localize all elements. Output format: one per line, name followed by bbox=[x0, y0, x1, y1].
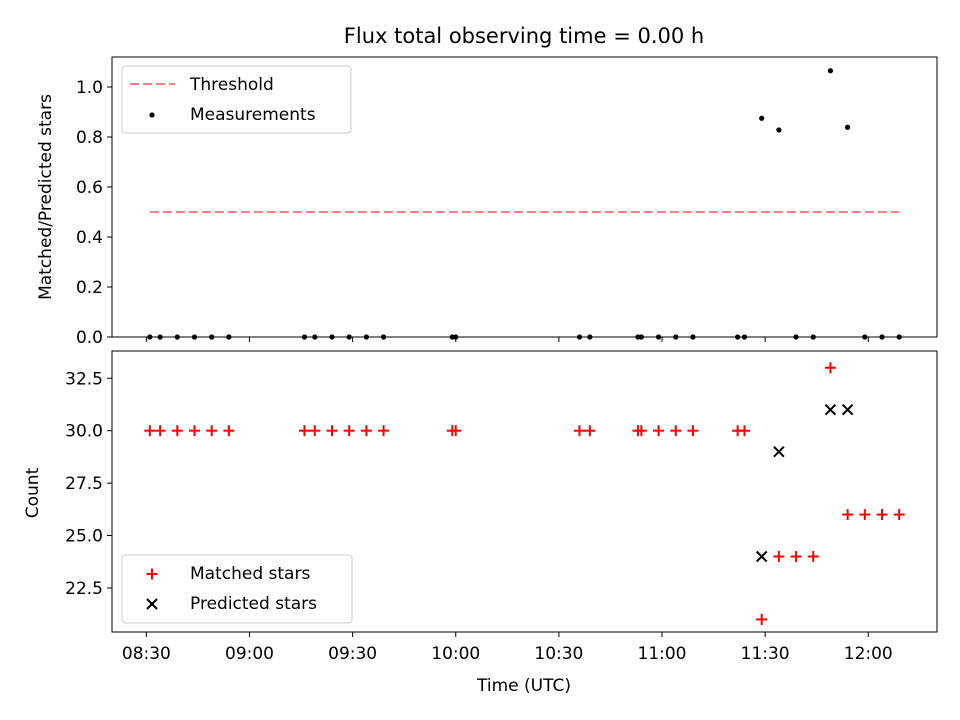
y-tick: 32.5 bbox=[65, 369, 112, 389]
y-tick-label: 22.5 bbox=[65, 579, 103, 599]
top-panel: 0.0 0.2 0.4 0.6 0.8 1.0 Matched/Predicted sta… bbox=[36, 57, 937, 348]
x-tick: 09:30 bbox=[328, 632, 377, 664]
y-tick: 0.0 bbox=[76, 328, 112, 348]
matched-stars-point bbox=[344, 425, 355, 436]
x-tick: 09:00 bbox=[225, 632, 274, 664]
matched-stars-point bbox=[670, 425, 681, 436]
legend-measurements-swatch bbox=[149, 112, 154, 117]
chart-title: Flux total observing time = 0.00 h bbox=[344, 24, 704, 48]
matched-stars-point bbox=[327, 425, 338, 436]
matched-stars-point bbox=[378, 425, 389, 436]
y-tick-label: 0.4 bbox=[76, 228, 103, 248]
measurement-point bbox=[828, 68, 833, 73]
predicted-stars-point bbox=[825, 405, 835, 415]
y-tick: 22.5 bbox=[65, 579, 112, 599]
x-tick-label: 11:30 bbox=[741, 644, 790, 664]
x-tick-label: 12:00 bbox=[844, 644, 893, 664]
top-legend: Threshold Measurements bbox=[122, 66, 351, 133]
x-tick: 10:00 bbox=[431, 632, 480, 664]
y-tick-label: 30.0 bbox=[65, 422, 103, 442]
y-tick-label: 0.2 bbox=[76, 278, 103, 298]
x-axis-label: Time (UTC) bbox=[476, 676, 571, 696]
x-tick: 11:30 bbox=[741, 632, 790, 664]
y-tick: 0.4 bbox=[76, 228, 112, 248]
y-tick-label: 0.8 bbox=[76, 128, 103, 148]
matched-stars-point bbox=[808, 551, 819, 562]
y-tick-label: 0.0 bbox=[76, 328, 103, 348]
matched-stars-point bbox=[172, 425, 183, 436]
matched-stars-point bbox=[206, 425, 217, 436]
y-tick-label: 0.6 bbox=[76, 178, 103, 198]
x-tick-label: 09:00 bbox=[225, 644, 274, 664]
matched-stars-point bbox=[825, 362, 836, 373]
x-tick: 12:00 bbox=[844, 632, 893, 664]
y-tick: 25.0 bbox=[65, 527, 112, 547]
x-tick-label: 11:00 bbox=[638, 644, 687, 664]
measurement-point bbox=[759, 116, 764, 121]
y-tick-label: 27.5 bbox=[65, 474, 103, 494]
y-tick-label: 25.0 bbox=[65, 527, 103, 547]
y-tick: 1.0 bbox=[76, 78, 112, 98]
matched-stars-point bbox=[189, 425, 200, 436]
matched-stars-point bbox=[773, 551, 784, 562]
y-tick-label: 32.5 bbox=[65, 369, 103, 389]
legend-measurements-label: Measurements bbox=[190, 105, 316, 125]
y-tick: 0.8 bbox=[76, 128, 112, 148]
matched-stars-point bbox=[842, 509, 853, 520]
matched-stars-point bbox=[309, 425, 320, 436]
y-tick: 0.6 bbox=[76, 178, 112, 198]
matched-stars-point bbox=[155, 425, 166, 436]
x-tick-label: 10:00 bbox=[431, 644, 480, 664]
matched-stars-point bbox=[894, 509, 905, 520]
matched-stars-point bbox=[859, 509, 870, 520]
y-tick: 27.5 bbox=[65, 474, 112, 494]
predicted-stars-point bbox=[757, 552, 767, 562]
matched-stars-point bbox=[144, 425, 155, 436]
predicted-stars-point bbox=[774, 447, 784, 457]
measurement-point bbox=[845, 125, 850, 130]
predicted-stars-point bbox=[843, 405, 853, 415]
x-tick: 11:00 bbox=[638, 632, 687, 664]
bottom-y-axis-label: Count bbox=[23, 467, 43, 518]
top-y-axis-label: Matched/Predicted stars bbox=[36, 94, 56, 300]
matched-stars-point bbox=[299, 425, 310, 436]
x-tick: 08:30 bbox=[122, 632, 171, 664]
x-tick-label: 10:30 bbox=[534, 644, 583, 664]
legend-predicted-label: Predicted stars bbox=[190, 594, 317, 614]
x-tick-label: 09:30 bbox=[328, 644, 377, 664]
matched-stars-point bbox=[223, 425, 234, 436]
matched-stars-point bbox=[791, 551, 802, 562]
y-tick: 30.0 bbox=[65, 422, 112, 442]
matched-stars-point bbox=[756, 614, 767, 625]
x-tick: 10:30 bbox=[534, 632, 583, 664]
y-tick: 0.2 bbox=[76, 278, 112, 298]
matched-stars-point bbox=[877, 509, 888, 520]
legend-threshold-label: Threshold bbox=[189, 75, 274, 95]
measurement-point bbox=[776, 127, 781, 132]
bottom-panel: 22.5 25.0 27.5 30.0 32.5 08:30 09:00 09:30 10:0… bbox=[23, 351, 937, 696]
matched-stars-point bbox=[574, 425, 585, 436]
bottom-legend: Matched stars Predicted stars bbox=[122, 555, 352, 623]
matched-stars-point bbox=[361, 425, 372, 436]
x-tick-label: 08:30 bbox=[122, 644, 171, 664]
matched-stars-point bbox=[739, 425, 750, 436]
matched-stars-point bbox=[653, 425, 664, 436]
y-tick-label: 1.0 bbox=[76, 78, 103, 98]
matched-stars-point bbox=[584, 425, 595, 436]
legend-matched-label: Matched stars bbox=[190, 564, 310, 584]
matched-stars-point bbox=[687, 425, 698, 436]
